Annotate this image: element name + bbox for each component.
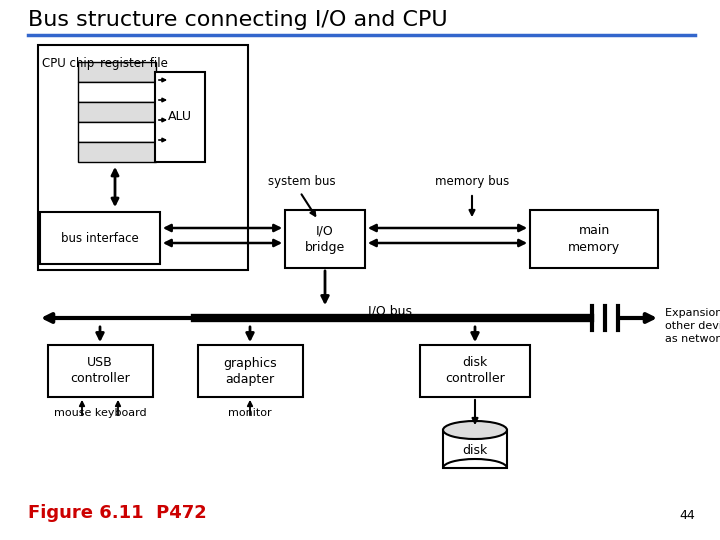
Text: memory bus: memory bus [435,175,509,188]
Text: register file: register file [100,57,168,70]
Text: USB
controller: USB controller [70,356,130,386]
FancyBboxPatch shape [530,210,658,268]
Text: disk: disk [462,444,487,457]
FancyBboxPatch shape [285,210,365,268]
Ellipse shape [443,421,507,439]
FancyBboxPatch shape [38,45,248,270]
FancyBboxPatch shape [40,212,160,264]
Text: mouse keyboard: mouse keyboard [54,408,146,418]
Text: disk
controller: disk controller [445,356,505,386]
FancyBboxPatch shape [78,102,156,122]
Text: graphics
adapter: graphics adapter [223,356,276,386]
Text: ALU: ALU [168,111,192,124]
FancyBboxPatch shape [443,430,507,468]
FancyBboxPatch shape [420,345,530,397]
Text: Figure 6.11  P472: Figure 6.11 P472 [28,504,207,522]
FancyBboxPatch shape [78,142,156,162]
Text: system bus: system bus [268,175,336,188]
Text: CPU chip: CPU chip [42,57,94,70]
FancyBboxPatch shape [48,345,153,397]
Text: I/O bus: I/O bus [368,305,412,318]
Text: 44: 44 [679,509,695,522]
FancyBboxPatch shape [155,72,205,162]
FancyBboxPatch shape [78,82,156,102]
FancyBboxPatch shape [78,62,156,82]
Text: monitor: monitor [228,408,272,418]
Text: main
memory: main memory [568,225,620,253]
Text: Bus structure connecting I/O and CPU: Bus structure connecting I/O and CPU [28,10,448,30]
FancyBboxPatch shape [78,122,156,142]
Text: bus interface: bus interface [61,232,139,245]
Text: Expansion slots for
other devices such
as network adapters.: Expansion slots for other devices such a… [665,308,720,345]
FancyBboxPatch shape [198,345,303,397]
Text: I/O
bridge: I/O bridge [305,225,345,253]
